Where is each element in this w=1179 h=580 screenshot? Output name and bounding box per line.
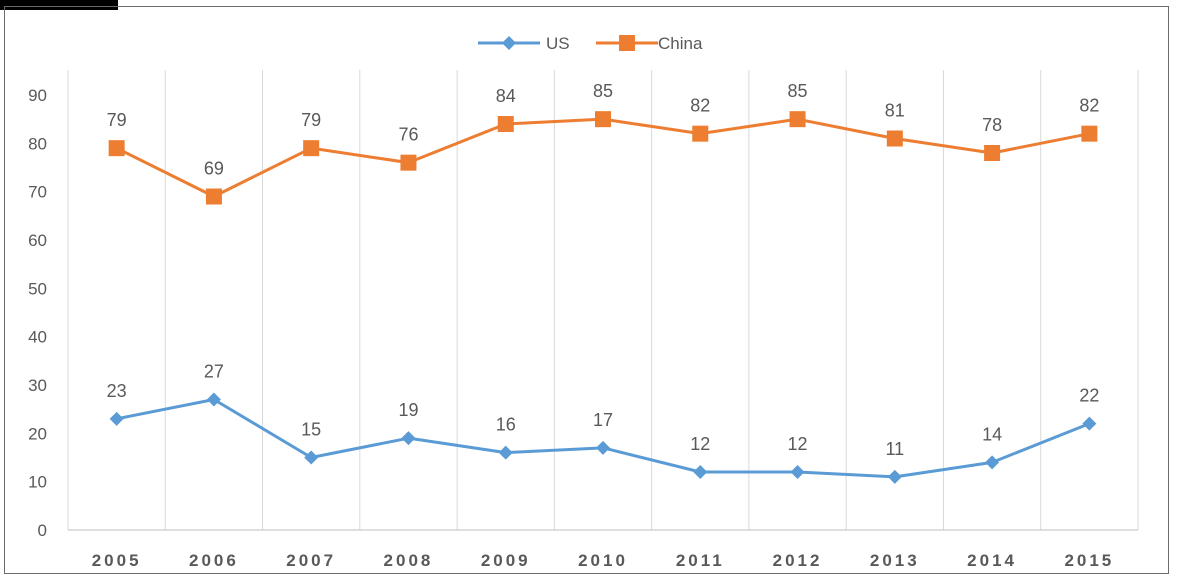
data-labels: 23 27 15 19 16 17 12 12 11 14 22 79 69 79 76 84 85 82 85 81… [107, 81, 1100, 459]
legend-item-us: US [478, 34, 570, 53]
y-tick-label: 0 [38, 521, 47, 540]
data-label-us: 12 [690, 434, 710, 454]
data-point-china [108, 140, 125, 157]
data-point-us [790, 465, 805, 479]
x-tick-label: 2009 [481, 551, 531, 570]
data-point-china [595, 111, 611, 128]
data-point-china [692, 125, 709, 142]
data-label-china: 79 [301, 110, 321, 130]
data-label-china: 76 [398, 125, 418, 145]
data-point-us [498, 445, 513, 460]
data-point-china [303, 140, 320, 157]
data-label-us: 23 [107, 381, 127, 401]
data-label-us: 11 [885, 439, 904, 459]
x-tick-label: 2014 [967, 551, 1017, 570]
y-tick-label: 80 [28, 134, 47, 153]
data-point-china [497, 116, 514, 132]
data-point-us [304, 450, 319, 465]
y-tick-label: 50 [28, 279, 47, 298]
data-label-china: 79 [107, 110, 127, 130]
legend-label-china: China [658, 34, 703, 53]
y-tick-label: 20 [28, 424, 47, 443]
data-point-china [400, 154, 417, 171]
data-label-us: 22 [1079, 386, 1099, 406]
data-label-china: 85 [788, 81, 808, 101]
data-label-china: 85 [593, 81, 613, 101]
y-tick-label: 60 [28, 231, 47, 250]
x-tick-label: 2013 [870, 551, 920, 570]
data-label-china: 78 [982, 115, 1002, 135]
x-tick-label: 2010 [578, 551, 628, 570]
grid-lines [67, 70, 1139, 530]
x-tick-label: 2011 [676, 551, 725, 570]
data-label-china: 81 [885, 101, 905, 121]
data-label-us: 12 [788, 434, 808, 454]
data-point-us [985, 455, 1000, 470]
data-point-china [205, 188, 222, 205]
data-point-us [887, 469, 902, 484]
data-label-us: 16 [496, 415, 516, 435]
data-label-china: 84 [496, 86, 516, 106]
data-label-china: 69 [204, 159, 224, 179]
data-point-china [789, 111, 806, 128]
axes: 0 10 20 30 40 50 60 70 80 90 2005 2006 2007 2008 2009 2… [28, 86, 1138, 570]
data-label-us: 27 [204, 362, 224, 382]
x-tick-label: 2008 [384, 551, 434, 570]
y-tick-label: 40 [28, 328, 47, 347]
data-label-us: 15 [301, 420, 321, 440]
data-label-china: 82 [690, 96, 710, 116]
series-lines [108, 111, 1098, 484]
y-tick-label: 70 [28, 183, 47, 202]
data-point-us [206, 392, 221, 407]
legend-label-us: US [546, 34, 570, 53]
x-tick-label: 2007 [286, 551, 336, 570]
x-tick-label: 2012 [773, 551, 823, 570]
data-label-us: 17 [593, 410, 613, 430]
data-point-us [109, 411, 124, 426]
legend: US China [478, 34, 703, 53]
data-point-us [1082, 416, 1097, 431]
data-label-china: 82 [1079, 96, 1099, 116]
data-point-china [984, 145, 1001, 161]
data-point-us [401, 431, 416, 446]
legend-item-china: China [596, 34, 703, 53]
legend-marker-us [502, 36, 516, 50]
y-tick-label: 30 [28, 376, 47, 395]
data-label-us: 19 [398, 400, 418, 420]
data-point-us [693, 465, 708, 479]
x-tick-label: 2015 [1064, 551, 1114, 570]
data-point-china [886, 130, 903, 147]
data-point-china [1081, 125, 1098, 142]
top-black-bar [0, 0, 118, 10]
chart-frame [4, 6, 1169, 574]
data-point-us [596, 440, 610, 455]
y-tick-label: 90 [28, 86, 47, 105]
y-tick-label: 10 [28, 473, 47, 492]
x-tick-label: 2006 [189, 551, 239, 570]
data-label-us: 14 [982, 424, 1002, 444]
legend-marker-china [619, 35, 635, 51]
x-tick-label: 2005 [92, 551, 142, 570]
